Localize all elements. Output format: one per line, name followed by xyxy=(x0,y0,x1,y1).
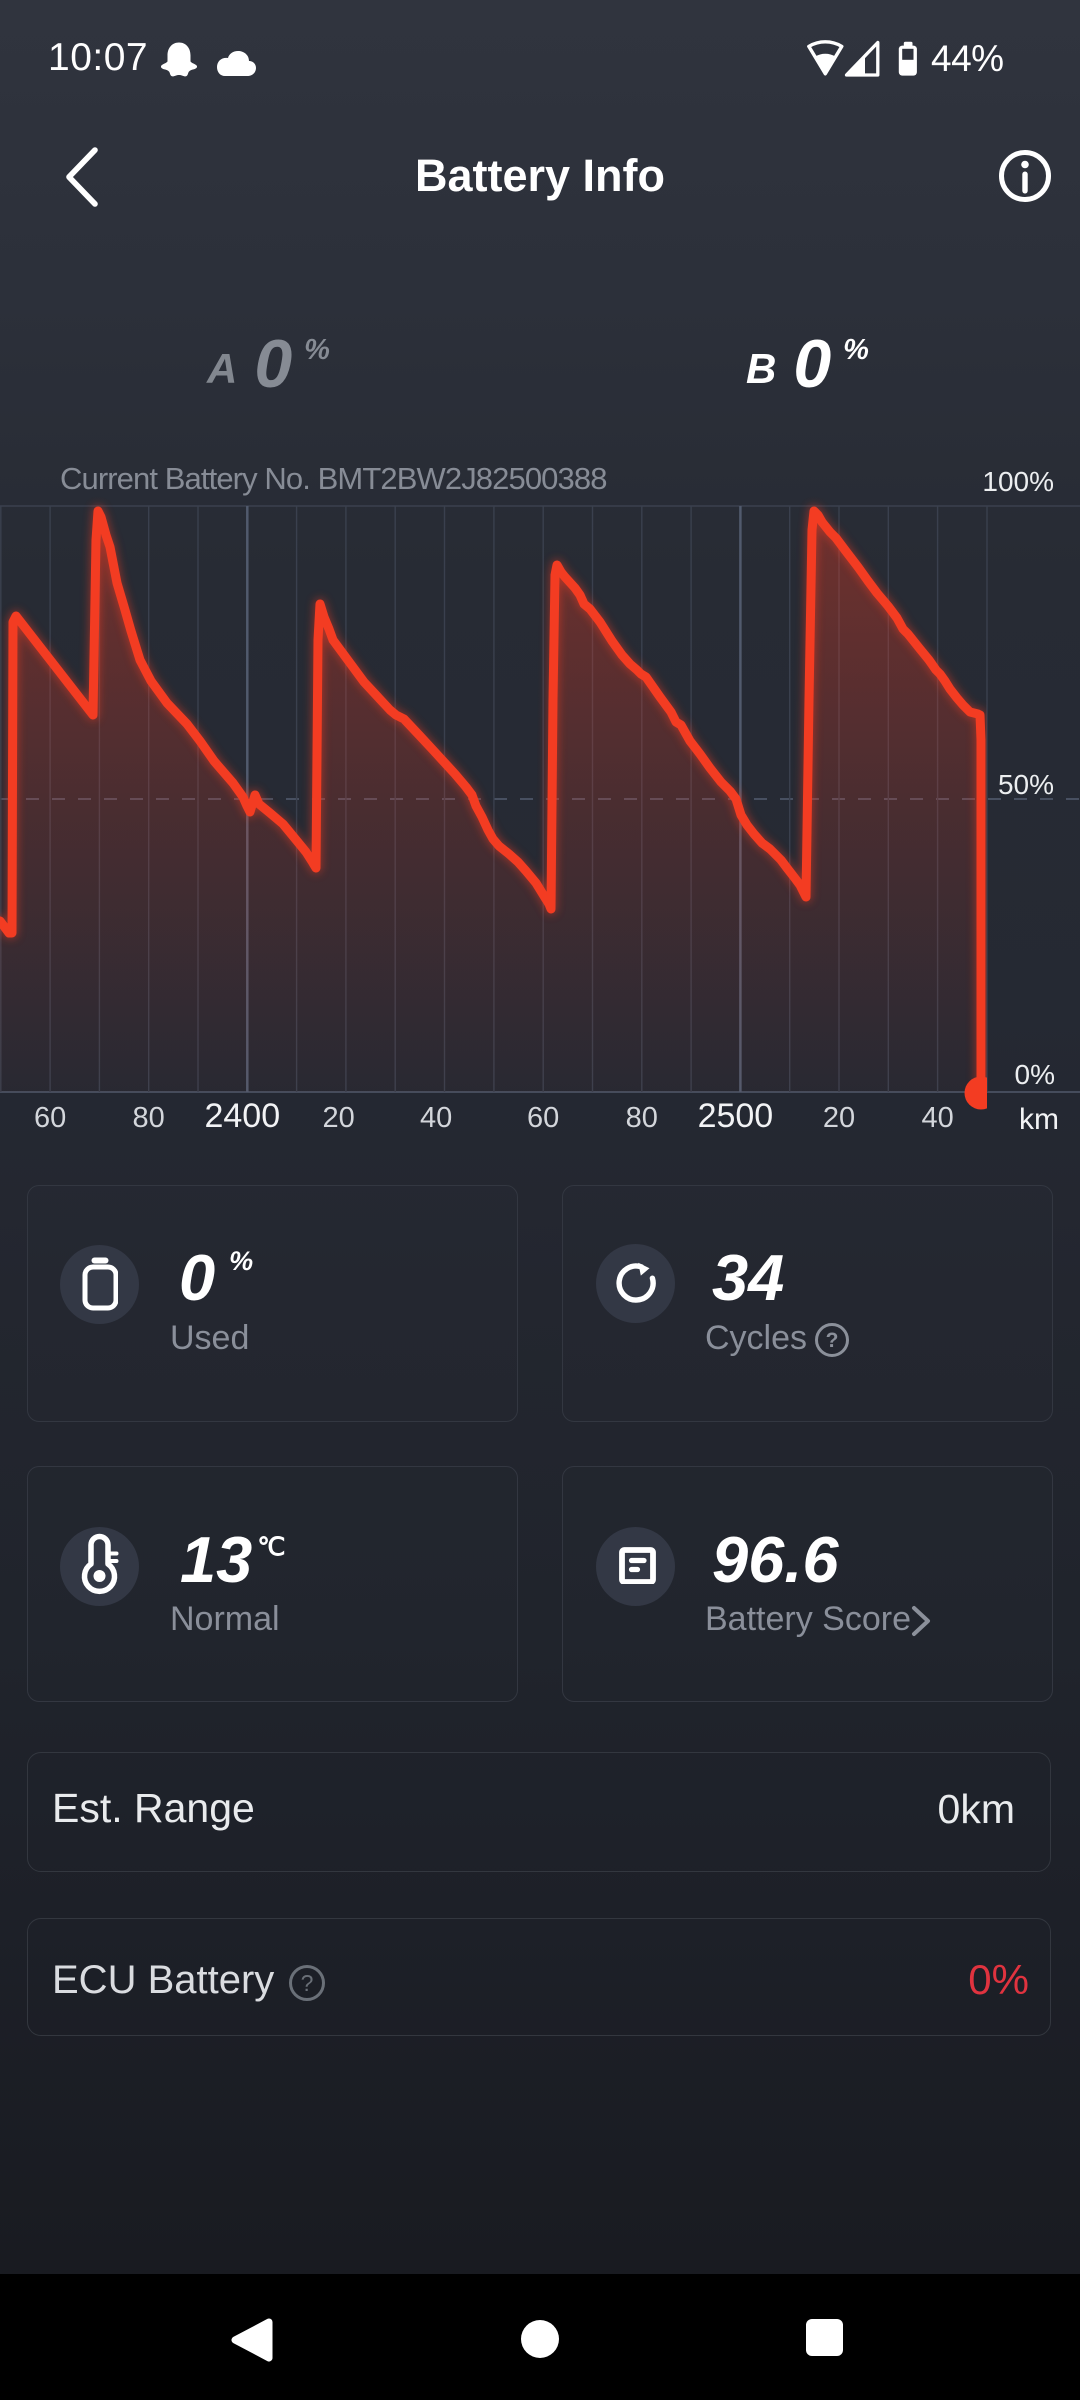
svg-text:?: ? xyxy=(301,1970,314,1996)
svg-text:?: ? xyxy=(826,1329,839,1352)
